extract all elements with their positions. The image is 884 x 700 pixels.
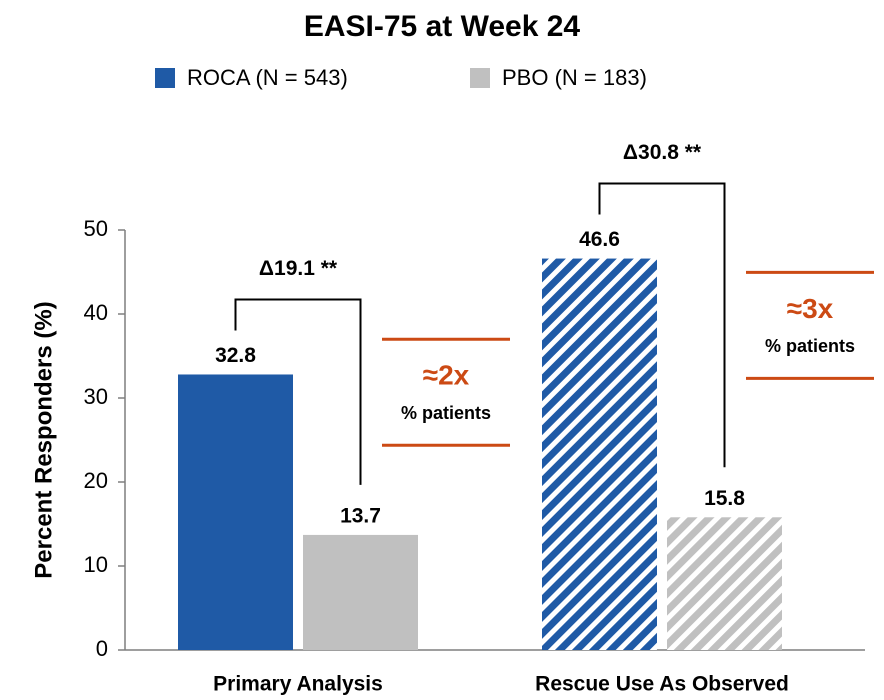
y-tick-label: 20	[84, 468, 108, 493]
bar	[667, 517, 782, 650]
bar	[178, 374, 293, 650]
bar	[303, 534, 418, 650]
value-label: 46.6	[579, 228, 620, 251]
ratio-label: ≈2x	[423, 360, 470, 391]
bar	[542, 258, 657, 650]
value-label: 15.8	[704, 487, 745, 510]
delta-label: Δ19.1 **	[259, 257, 338, 280]
ratio-note: % patients	[401, 403, 491, 423]
y-tick-label: 10	[84, 552, 108, 577]
value-label: 32.8	[215, 344, 256, 367]
y-tick-label: 30	[84, 384, 108, 409]
chart-title: EASI-75 at Week 24	[304, 10, 581, 43]
legend-label: ROCA (N = 543)	[187, 65, 348, 90]
bracket	[598, 182, 726, 468]
y-tick-label: 40	[84, 300, 108, 325]
value-label: 13.7	[340, 504, 381, 527]
legend-swatch	[470, 68, 490, 88]
delta-label: Δ30.8 **	[623, 141, 702, 164]
x-tick-label: Primary Analysis	[213, 673, 383, 696]
x-tick-label: Rescue Use As Observed	[535, 673, 789, 696]
legend-swatch	[155, 68, 175, 88]
legend-label: PBO (N = 183)	[502, 65, 647, 90]
bracket	[234, 298, 362, 485]
ratio-note: % patients	[765, 336, 855, 356]
y-tick-label: 50	[84, 216, 108, 241]
y-tick-label: 0	[96, 636, 108, 661]
y-axis-title: Percent Responders (%)	[30, 301, 57, 578]
ratio-label: ≈3x	[787, 293, 834, 324]
